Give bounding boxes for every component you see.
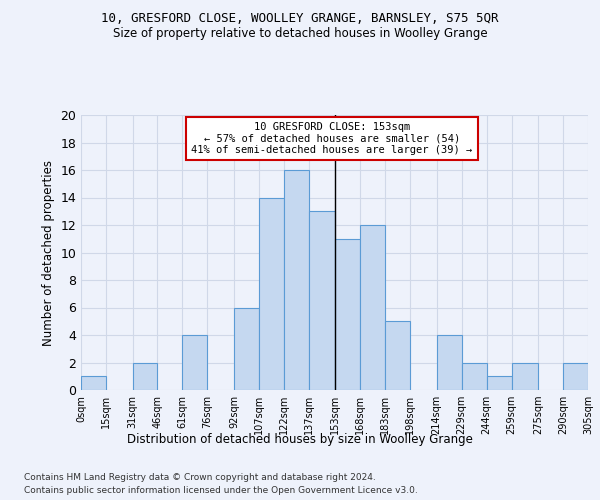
Text: 10 GRESFORD CLOSE: 153sqm
← 57% of detached houses are smaller (54)
41% of semi-: 10 GRESFORD CLOSE: 153sqm ← 57% of detac… bbox=[191, 122, 473, 155]
Text: Size of property relative to detached houses in Woolley Grange: Size of property relative to detached ho… bbox=[113, 28, 487, 40]
Bar bbox=[81, 376, 106, 390]
Bar bbox=[284, 170, 309, 390]
Bar bbox=[512, 362, 538, 390]
Text: Contains public sector information licensed under the Open Government Licence v3: Contains public sector information licen… bbox=[24, 486, 418, 495]
Bar bbox=[563, 362, 588, 390]
Bar bbox=[309, 211, 335, 390]
Text: 10, GRESFORD CLOSE, WOOLLEY GRANGE, BARNSLEY, S75 5QR: 10, GRESFORD CLOSE, WOOLLEY GRANGE, BARN… bbox=[101, 12, 499, 26]
Bar bbox=[335, 239, 360, 390]
Bar bbox=[437, 335, 461, 390]
Text: Distribution of detached houses by size in Woolley Grange: Distribution of detached houses by size … bbox=[127, 432, 473, 446]
Bar bbox=[487, 376, 512, 390]
Bar bbox=[259, 198, 284, 390]
Bar bbox=[360, 225, 385, 390]
Bar bbox=[182, 335, 208, 390]
Y-axis label: Number of detached properties: Number of detached properties bbox=[42, 160, 55, 346]
Bar bbox=[461, 362, 487, 390]
Bar bbox=[385, 322, 410, 390]
Bar bbox=[234, 308, 259, 390]
Text: Contains HM Land Registry data © Crown copyright and database right 2024.: Contains HM Land Registry data © Crown c… bbox=[24, 472, 376, 482]
Bar bbox=[133, 362, 157, 390]
